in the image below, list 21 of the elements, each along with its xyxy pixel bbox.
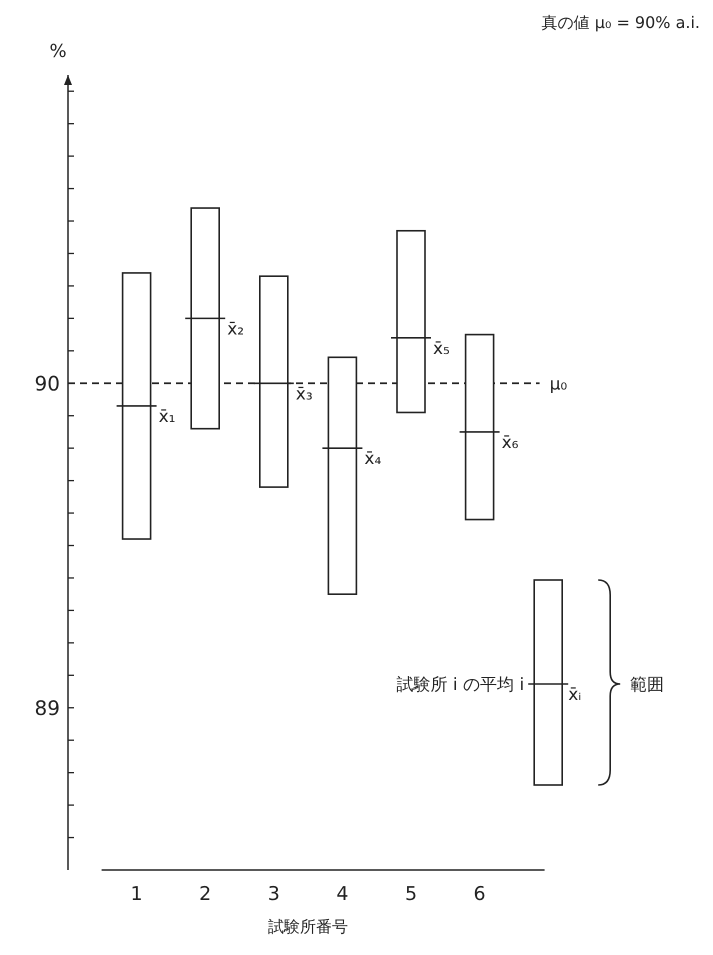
x-tick-label: 4 xyxy=(336,883,348,905)
annotation: x̄₆ xyxy=(502,432,519,453)
text: 範囲 xyxy=(630,675,664,695)
x-tick-label: 1 xyxy=(130,883,143,905)
y-tick-label: 90 xyxy=(34,371,60,396)
x-tick-label: 6 xyxy=(474,883,486,905)
x-tick-label: 2 xyxy=(199,883,212,905)
y-tick-label: 89 xyxy=(34,696,60,720)
x-tick-label: 3 xyxy=(268,883,280,905)
annotation: 試験所 i の平均 i xyxy=(396,675,524,695)
text: 真の値 μ₀ = 90% a.i. xyxy=(542,13,700,32)
annotation: x̄₄ xyxy=(364,449,382,470)
annotation: x̄₅ xyxy=(433,338,450,359)
annotation: x̄₃ xyxy=(296,384,313,404)
ref-line-label: μ₀ xyxy=(550,374,568,394)
y-axis-title: % xyxy=(49,41,67,62)
annotation: x̄₂ xyxy=(227,319,244,340)
x-tick-label: 5 xyxy=(404,883,418,905)
text: x̄ᵢ xyxy=(568,685,582,705)
x-axis-title: 試験所番号 xyxy=(268,917,348,936)
annotation: x̄₁ xyxy=(158,406,176,427)
